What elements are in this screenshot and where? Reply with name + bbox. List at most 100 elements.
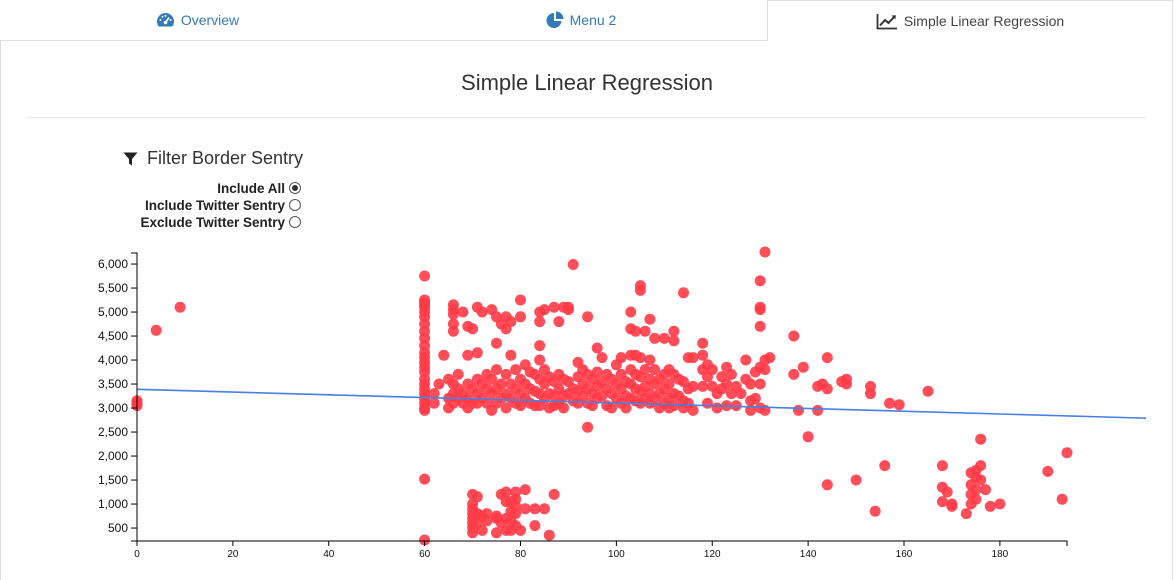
data-point [740, 354, 752, 366]
data-point [668, 335, 680, 347]
y-axis [131, 252, 138, 542]
data-point [428, 388, 440, 400]
tab-simple-linear-regression[interactable]: Simple Linear Regression [767, 0, 1173, 41]
data-point [433, 378, 445, 390]
data-point [745, 378, 757, 390]
data-point [539, 503, 550, 515]
data-point [419, 270, 431, 282]
data-point [1061, 447, 1073, 459]
data-point [788, 330, 800, 342]
data-point [663, 378, 675, 390]
data-point [481, 515, 493, 527]
data-point [505, 316, 517, 328]
data-point [759, 364, 771, 376]
data-point [850, 474, 862, 486]
data-point [510, 364, 522, 376]
data-point [639, 364, 651, 376]
data-point [649, 364, 661, 376]
x-tick-label: 40 [323, 549, 335, 560]
x-axis [136, 540, 1068, 546]
data-point [936, 496, 948, 508]
data-point [764, 352, 776, 364]
data-point [821, 352, 833, 364]
data-point [687, 404, 699, 416]
data-point [548, 301, 560, 313]
data-point [150, 324, 162, 336]
radio-label-include-all: Include All [217, 180, 285, 196]
radio-selected-dot [292, 185, 298, 191]
data-point [543, 529, 555, 541]
radio-label-exclude-twitter-sentry: Exclude Twitter Sentry [140, 214, 285, 230]
data-point [706, 364, 718, 376]
data-point [491, 527, 502, 539]
dashboard-icon [156, 12, 175, 28]
data-point [515, 311, 526, 323]
data-point [668, 400, 680, 412]
y-tick-label: 1,500 [98, 473, 128, 487]
data-point [975, 460, 987, 472]
data-point [500, 486, 512, 498]
data-point [462, 349, 474, 361]
tab-bar: Overview Menu 2 Simple Linear Regression [0, 0, 1174, 41]
data-point [596, 352, 608, 364]
data-point [649, 332, 661, 344]
data-point [754, 378, 766, 390]
data-point [754, 275, 766, 287]
line-chart-icon [876, 13, 898, 30]
data-point [558, 402, 570, 414]
data-point [630, 325, 642, 337]
data-point [519, 484, 531, 496]
data-point [515, 294, 526, 306]
radio-option-include-all[interactable]: Include All [100, 180, 301, 196]
data-point [687, 380, 699, 392]
data-point [678, 287, 689, 299]
y-tick-label: 3,000 [98, 401, 128, 415]
title-divider [28, 117, 1146, 118]
tab-overview-label: Overview [180, 12, 240, 28]
data-point [754, 320, 766, 332]
data-point [534, 340, 546, 352]
data-point [793, 404, 804, 416]
data-point [812, 404, 824, 416]
data-point [476, 524, 488, 536]
filter-title: Filter Border Sentry [147, 148, 304, 168]
data-point [539, 304, 550, 316]
data-point [591, 342, 603, 354]
data-point [735, 388, 747, 400]
data-point [582, 311, 594, 323]
x-tick-label: 140 [800, 549, 817, 560]
radio-option-include-twitter-sentry[interactable]: Include Twitter Sentry [100, 197, 301, 213]
axes: 500 1,000 1,500 2,000 2,500 3,000 3,500 4,000 4,… [98, 252, 1068, 560]
radio-include-all[interactable] [289, 182, 301, 194]
data-point [702, 397, 713, 409]
tab-bar-divider [0, 40, 767, 41]
tab-menu-2-label: Menu 2 [569, 12, 617, 28]
data-point [534, 354, 546, 366]
data-point [879, 460, 891, 472]
data-point [975, 474, 987, 486]
data-point [984, 500, 996, 512]
radio-include-twitter-sentry[interactable] [289, 199, 301, 211]
data-point [658, 332, 670, 344]
data-point [725, 368, 737, 380]
data-point [447, 308, 459, 320]
data-point [884, 397, 896, 409]
data-point [476, 306, 488, 318]
data-point [174, 301, 186, 313]
data-point [936, 460, 948, 472]
data-point [615, 352, 627, 364]
radio-option-exclude-twitter-sentry[interactable]: Exclude Twitter Sentry [100, 214, 301, 230]
tab-menu-2[interactable]: Menu 2 [395, 0, 767, 40]
data-point [644, 313, 656, 325]
y-tick-label: 4,000 [98, 353, 128, 367]
data-point [644, 354, 656, 366]
data-point [529, 520, 541, 532]
data-point [486, 373, 498, 385]
tab-overview[interactable]: Overview [0, 0, 395, 40]
data-point [634, 352, 646, 364]
data-point [975, 433, 987, 445]
y-tick-label: 4,500 [98, 329, 128, 343]
data-point [438, 349, 450, 361]
data-point [534, 316, 546, 328]
radio-exclude-twitter-sentry[interactable] [289, 216, 301, 228]
